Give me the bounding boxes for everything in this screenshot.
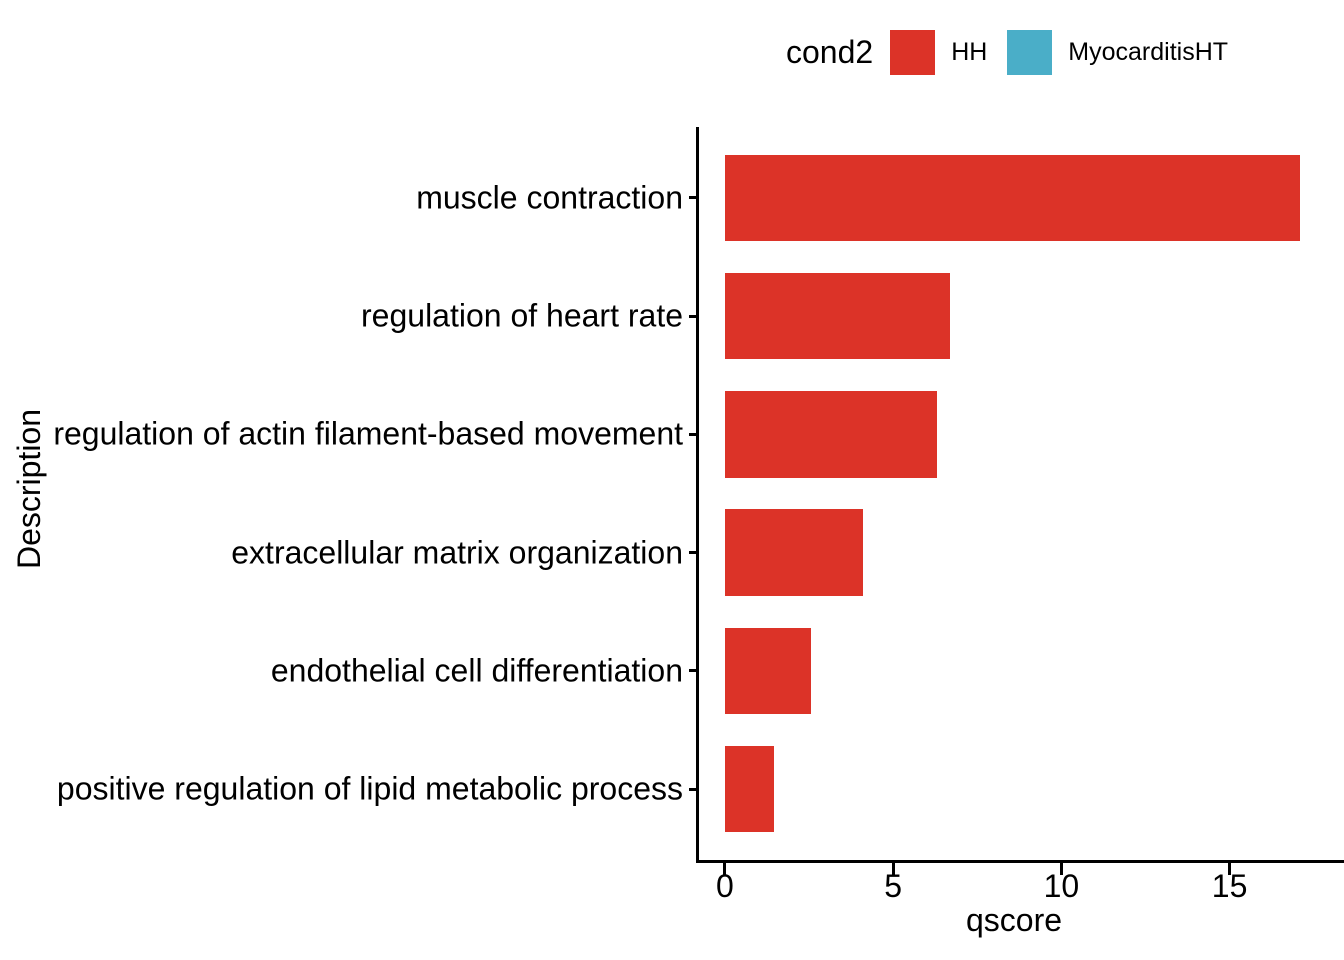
x-tick-label: 5 — [884, 868, 903, 904]
x-tick — [891, 863, 895, 875]
legend: cond2 HH MyocarditisHT — [786, 30, 1228, 75]
y-tick — [689, 551, 698, 555]
x-tick-label: 0 — [716, 868, 734, 904]
category-label: extracellular matrix organization — [231, 534, 683, 571]
category-label: regulation of heart rate — [361, 297, 683, 334]
legend-label-myocarditisht: MyocarditisHT — [1068, 38, 1229, 66]
legend-item-myocarditisht: MyocarditisHT — [1007, 30, 1228, 75]
x-tick-label: 10 — [1043, 868, 1080, 904]
plot-panel — [696, 127, 1344, 863]
y-tick — [689, 669, 698, 673]
legend-item-hh: HH — [890, 30, 987, 75]
y-tick — [689, 787, 698, 791]
legend-swatch-myocarditisht-icon — [1007, 30, 1053, 75]
bar — [724, 391, 937, 478]
x-tick — [1059, 863, 1063, 875]
y-tick — [689, 314, 698, 318]
category-label: positive regulation of lipid metabolic p… — [56, 770, 683, 807]
category-label: endothelial cell differentiation — [270, 652, 683, 689]
x-tick — [723, 863, 727, 875]
x-tick — [1228, 863, 1232, 875]
y-tick — [689, 196, 698, 200]
bar — [724, 154, 1301, 242]
legend-label-hh: HH — [951, 38, 988, 66]
category-label: muscle contraction — [416, 179, 683, 216]
y-tick — [689, 432, 698, 436]
legend-swatch-hh-icon — [890, 30, 936, 75]
x-tick-label: 15 — [1211, 868, 1248, 904]
legend-title: cond2 — [786, 34, 874, 70]
bar — [724, 745, 774, 833]
bar — [724, 509, 863, 596]
bar — [724, 273, 951, 360]
y-axis-title: Description — [11, 408, 47, 570]
category-label: regulation of actin filament-based movem… — [53, 415, 683, 452]
x-axis-title: qscore — [965, 902, 1063, 938]
bar — [724, 627, 811, 714]
